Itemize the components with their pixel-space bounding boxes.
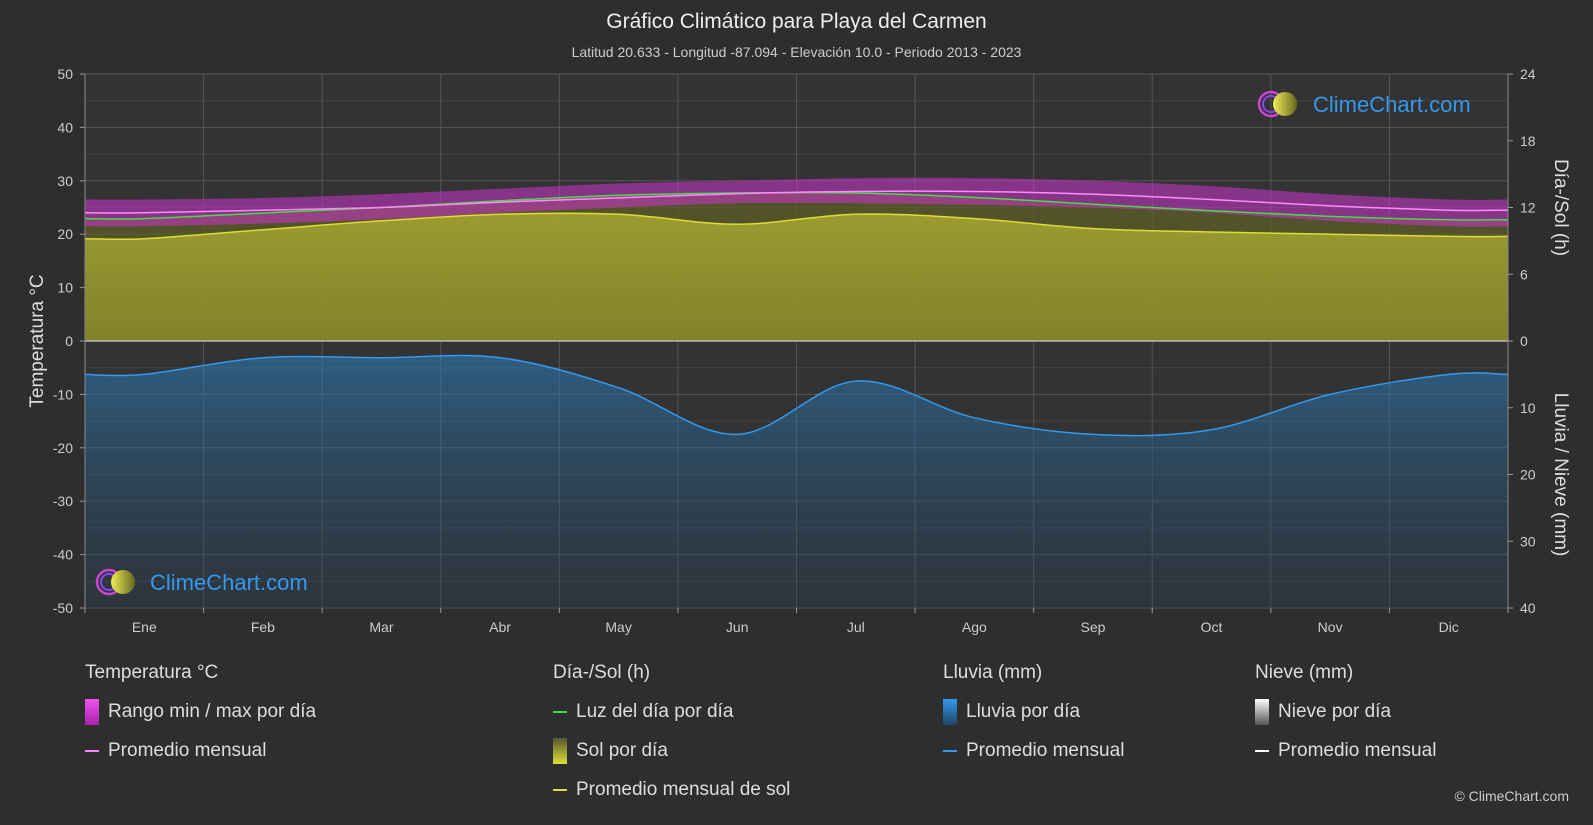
- rain-avg-line: [84, 354, 1509, 437]
- x-tick-label: Nov: [1318, 619, 1343, 635]
- copyright: © ClimeChart.com: [1454, 788, 1569, 804]
- x-tick-label: Dic: [1439, 619, 1459, 635]
- series-layer: [84, 177, 1509, 608]
- y-right-mm-tick-label: 30: [1520, 533, 1536, 549]
- logo-sun-icon: [111, 570, 135, 594]
- y-right-mm-tick-label: 20: [1520, 467, 1536, 483]
- watermarks: ClimeChart.com ClimeChart.com: [95, 90, 1471, 596]
- y-right-bottom-axis-title: Lluvia / Nieve (mm): [1550, 393, 1571, 557]
- legend-daylight-label: Luz del día por día: [576, 701, 734, 722]
- x-tick-label: Jun: [726, 619, 749, 635]
- temp-avg-line: [84, 190, 1509, 214]
- legend-swatch-snow-avg: [1255, 750, 1269, 752]
- y-left-tick-label: 20: [57, 226, 73, 242]
- legend-temperature: Temperatura °C Rango min / max por día P…: [85, 662, 316, 776]
- legend-swatch-rain-avg: [943, 750, 957, 752]
- legend-rain-avg-label: Promedio mensual: [966, 740, 1125, 761]
- y-left-tick-label: -20: [53, 440, 73, 456]
- x-tick-label: Feb: [251, 619, 275, 635]
- y-left-tick-label: -30: [53, 493, 73, 509]
- legend-swatch-daylight: [553, 711, 567, 713]
- sunshine-daily-area: [85, 213, 1508, 341]
- x-tick-label: Abr: [489, 619, 511, 635]
- y-right-top-axis-title: Día-/Sol (h): [1550, 159, 1571, 256]
- legend-snow-daily-label: Nieve por día: [1278, 701, 1392, 722]
- y-left-tick-label: 10: [57, 280, 73, 296]
- legend-snow: Nieve (mm) Nieve por día Promedio mensua…: [1255, 662, 1436, 776]
- rain-daily-area: [85, 355, 1508, 608]
- sunshine-avg-line: [84, 212, 1509, 241]
- legend-rain: Lluvia (mm) Lluvia por día Promedio mens…: [943, 662, 1124, 776]
- y-right-hours-tick-label: 24: [1520, 66, 1536, 82]
- legend-temperature-header: Temperatura °C: [85, 662, 219, 683]
- y-left-axis-title: Temperatura °C: [27, 274, 48, 407]
- x-tick-label: Oct: [1201, 619, 1223, 635]
- legend-snow-avg-label: Promedio mensual: [1278, 740, 1437, 761]
- y-left-tick-label: 40: [57, 119, 73, 135]
- legend-temp-avg-label: Promedio mensual: [108, 740, 267, 761]
- x-tick-label: Sep: [1080, 619, 1105, 635]
- legend-swatch-snow: [1255, 699, 1269, 725]
- watermark-text: ClimeChart.com: [150, 570, 308, 595]
- legend-snow-header: Nieve (mm): [1255, 662, 1354, 683]
- legend-temp-range-label: Rango min / max por día: [108, 701, 317, 722]
- x-tick-label: Ago: [962, 619, 987, 635]
- legend-swatch-sunshine-avg: [553, 789, 567, 791]
- watermark-text: ClimeChart.com: [1313, 92, 1471, 117]
- y-right-hours-tick-label: 6: [1520, 266, 1528, 282]
- y-left-tick-label: 0: [65, 333, 73, 349]
- y-left-tick-label: -50: [53, 600, 73, 616]
- x-tick-label: Jul: [847, 619, 865, 635]
- x-tick-label: Ene: [132, 619, 157, 635]
- legend-sunshine-label: Sol por día: [576, 740, 668, 761]
- legend-rain-header: Lluvia (mm): [943, 662, 1043, 683]
- legend-swatch-temp-avg: [85, 750, 99, 752]
- y-right-mm-tick-label: 10: [1520, 400, 1536, 416]
- y-left-tick-label: 30: [57, 173, 73, 189]
- y-left-tick-label: 50: [57, 66, 73, 82]
- legend-sun: Día-/Sol (h) Luz del día por día Sol por…: [553, 662, 790, 815]
- legend-sun-header: Día-/Sol (h): [553, 662, 651, 683]
- x-tick-label: May: [605, 619, 631, 635]
- y-left-tick-label: -40: [53, 547, 73, 563]
- watermark-logo: ClimeChart.com: [95, 568, 308, 596]
- y-right-hours-tick-label: 12: [1520, 200, 1536, 216]
- chart-title: Gráfico Climático para Playa del Carmen: [606, 10, 987, 33]
- legend-swatch-temp-range: [85, 699, 99, 725]
- chart-subtitle: Latitud 20.633 - Longitud -87.094 - Elev…: [571, 44, 1022, 60]
- legend-sunshine-avg-label: Promedio mensual de sol: [576, 779, 791, 800]
- y-right-hours-tick-label: 18: [1520, 133, 1536, 149]
- legend-rain-daily-label: Lluvia por día: [966, 701, 1081, 722]
- legend-swatch-sunshine: [553, 738, 567, 764]
- logo-sun-icon: [1273, 92, 1297, 116]
- y-right-mm-tick-label: 40: [1520, 600, 1536, 616]
- y-left-tick-label: -10: [53, 386, 73, 402]
- y-right-hours-tick-label: 0: [1520, 333, 1528, 349]
- legend-swatch-rain: [943, 699, 957, 725]
- watermark-logo: ClimeChart.com: [1257, 90, 1471, 118]
- temp-range-band: [85, 177, 1508, 227]
- x-tick-label: Mar: [369, 619, 393, 635]
- axes: 50 40 30 20 10 0 -10 -20 -30 -40 -50 24 18 12 6 0 10 20 30…: [27, 66, 1571, 635]
